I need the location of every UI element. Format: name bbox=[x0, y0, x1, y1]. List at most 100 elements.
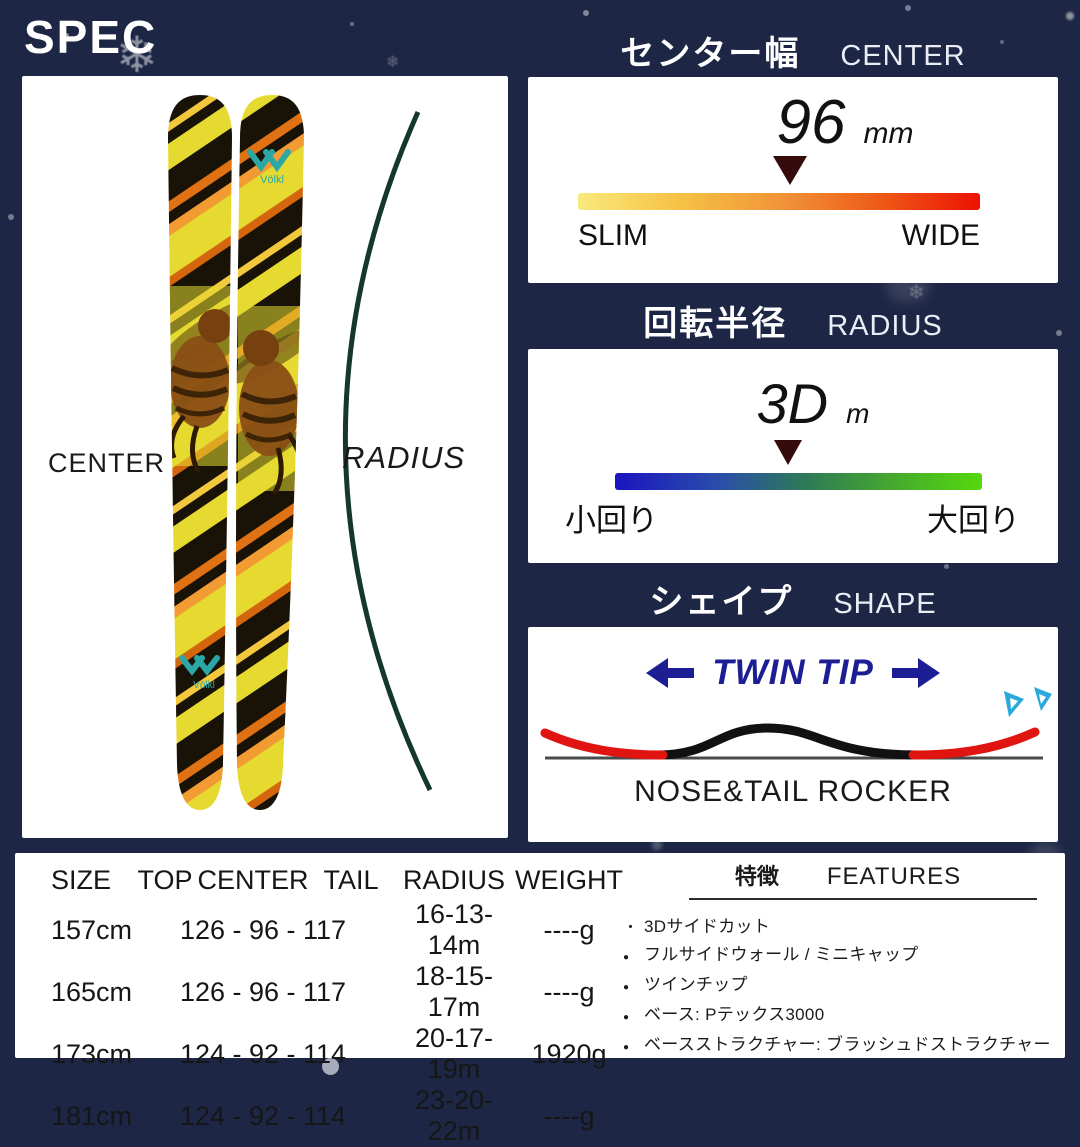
section-title-en: RADIUS bbox=[827, 310, 943, 342]
col-size: SIZE bbox=[51, 864, 112, 895]
features-title-jp: 特徴 bbox=[734, 864, 779, 889]
table-row: 173cm 124 - 92 - 114 20-17-19m 1920g bbox=[33, 1023, 623, 1085]
arrow-right-icon bbox=[891, 658, 940, 688]
size-cell: 173cm bbox=[51, 1038, 133, 1069]
bullet-icon: ・ bbox=[623, 919, 639, 936]
radius-cell: 18-15-17m bbox=[414, 961, 494, 1022]
weight-cell: ----g bbox=[543, 914, 595, 945]
radius-cell: 23-20-22m bbox=[414, 1085, 494, 1146]
center-gauge-labels: SLIM WIDE bbox=[578, 219, 980, 253]
feature-text: ツインチップ bbox=[644, 975, 748, 994]
section-title-jp: センター幅 bbox=[620, 35, 801, 73]
center-value: 96 mm bbox=[580, 87, 1080, 158]
ski-graphic: Völkl Völkl bbox=[168, 95, 433, 810]
col-weight: WEIGHT bbox=[515, 864, 623, 895]
shape-panel: TWIN TIP NOSE&TAIL ROCKER bbox=[528, 627, 1058, 842]
ski-radius-label: RADIUS bbox=[342, 440, 466, 475]
list-item: ・ 3Dサイドカット bbox=[623, 913, 1073, 941]
list-item: ● ベース: Pテックス3000 bbox=[623, 1001, 1073, 1031]
table-row: 157cm 126 - 96 - 117 16-13-14m ----g bbox=[33, 899, 623, 961]
list-item: ● ベースストラクチャー: ブラッシュドストラクチャー bbox=[623, 1031, 1073, 1061]
col-top: TOP bbox=[137, 864, 193, 895]
bullet-icon: ● bbox=[623, 1042, 630, 1053]
snow-dot bbox=[350, 22, 354, 26]
center-gauge-bar bbox=[578, 156, 980, 210]
bullet-icon: ● bbox=[623, 1012, 630, 1023]
section-header-shape: シェイプ SHAPE bbox=[528, 574, 1058, 623]
features-list: ・ 3Dサイドカット ● フルサイドウォール / ミニキャップ ● ツインチップ… bbox=[623, 913, 1073, 1061]
size-cell: 181cm bbox=[51, 1100, 133, 1131]
rocker-profile bbox=[540, 723, 1043, 760]
bullet-icon: ● bbox=[623, 952, 630, 963]
feature-text: 3Dサイドカット bbox=[644, 917, 771, 936]
col-center: CENTER bbox=[197, 864, 309, 895]
section-header-center: センター幅 CENTER bbox=[528, 26, 1058, 75]
features-title-en: FEATURES bbox=[826, 863, 962, 890]
radius-curve bbox=[342, 110, 433, 792]
list-item: ● ツインチップ bbox=[623, 971, 1073, 1001]
section-title-en: CENTER bbox=[840, 40, 966, 72]
dimensions-cell: 126 - 96 - 117 bbox=[179, 914, 347, 945]
weight-cell: 1920g bbox=[531, 1038, 607, 1069]
spec-bottom-panel: SIZE TOP CENTER TAIL RADIUS WEIGHT 157cm… bbox=[15, 853, 1065, 1146]
brand-text: Völkl bbox=[260, 174, 284, 186]
twin-tip-label: TWIN TIP bbox=[712, 653, 874, 692]
bullet-icon: ● bbox=[623, 982, 630, 993]
radius-cell: 16-13-14m bbox=[414, 899, 494, 960]
radius-value: 3D m bbox=[548, 371, 1078, 436]
radius-cell: 20-17-19m bbox=[414, 1023, 494, 1084]
section-title-jp: シェイプ bbox=[649, 583, 794, 621]
center-value-unit: mm bbox=[863, 117, 914, 150]
brand-text: Völkl bbox=[193, 680, 215, 691]
radius-value-number: 3D bbox=[756, 372, 829, 435]
spec-table: SIZE TOP CENTER TAIL RADIUS WEIGHT 157cm… bbox=[33, 861, 623, 1147]
brand-logo-icon bbox=[179, 149, 291, 676]
short-turn-label: 小回り bbox=[565, 503, 658, 538]
radius-gauge-panel: 3D m 小回り 大回り bbox=[528, 349, 1058, 563]
snow-dot bbox=[583, 10, 589, 16]
feature-text: ベースストラクチャー: ブラッシュドストラクチャー bbox=[644, 1035, 1051, 1054]
radius-gauge-bar bbox=[615, 440, 982, 490]
features-block: 特徴 FEATURES ・ 3Dサイドカット ● フルサイドウォール / ミニキ… bbox=[623, 859, 1073, 1061]
spec-table-header-row: SIZE TOP CENTER TAIL RADIUS WEIGHT bbox=[33, 861, 623, 899]
list-item: ● フルサイドウォール / ミニキャップ bbox=[623, 941, 1073, 971]
dimensions-cell: 126 - 96 - 117 bbox=[179, 976, 347, 1007]
snow-dot bbox=[8, 214, 14, 220]
feature-text: フルサイドウォール / ミニキャップ bbox=[644, 945, 919, 964]
section-title-jp: 回転半径 bbox=[643, 305, 788, 343]
col-tail: TAIL bbox=[323, 864, 379, 895]
twin-tip-row: TWIN TIP bbox=[528, 653, 1058, 693]
snow-dot bbox=[905, 5, 911, 11]
center-value-number: 96 bbox=[776, 88, 846, 157]
rocker-label: NOSE&TAIL ROCKER bbox=[634, 775, 952, 808]
radius-gauge-labels: 小回り 大回り bbox=[565, 495, 1020, 540]
weight-cell: ----g bbox=[543, 1100, 595, 1131]
col-radius: RADIUS bbox=[402, 864, 505, 895]
radius-gauge-marker bbox=[773, 440, 802, 465]
table-row: 165cm 126 - 96 - 117 18-15-17m ----g bbox=[33, 961, 623, 1023]
snow-dot bbox=[944, 564, 949, 569]
sparkle-marks-icon bbox=[1004, 687, 1052, 717]
long-turn-label: 大回り bbox=[927, 503, 1020, 538]
features-title: 特徴 FEATURES bbox=[623, 859, 1073, 891]
radius-value-unit: m bbox=[846, 398, 870, 429]
center-gauge-panel: 96 mm SLIM WIDE bbox=[528, 77, 1058, 283]
center-gauge-marker bbox=[772, 156, 807, 185]
features-divider bbox=[689, 898, 1037, 900]
arrow-left-icon bbox=[646, 658, 695, 688]
page-title: SPEC bbox=[24, 11, 158, 63]
snow-dot bbox=[1066, 12, 1074, 20]
section-header-radius: 回転半径 RADIUS bbox=[528, 296, 1058, 345]
weight-cell: ----g bbox=[543, 976, 595, 1007]
ski-center-label: CENTER bbox=[48, 448, 166, 478]
size-cell: 165cm bbox=[51, 976, 133, 1007]
dimensions-cell: 124 - 92 - 114 bbox=[179, 1038, 347, 1069]
hornet-art-right bbox=[236, 306, 304, 496]
section-title-en: SHAPE bbox=[833, 588, 937, 620]
slim-label: SLIM bbox=[578, 219, 649, 252]
dimensions-cell: 124 - 92 - 114 bbox=[179, 1100, 347, 1131]
size-cell: 157cm bbox=[51, 914, 133, 945]
wide-label: WIDE bbox=[901, 219, 980, 252]
feature-text: ベース: Pテックス3000 bbox=[644, 1005, 825, 1024]
table-row: 181cm 124 - 92 - 114 23-20-22m ----g bbox=[33, 1085, 623, 1147]
